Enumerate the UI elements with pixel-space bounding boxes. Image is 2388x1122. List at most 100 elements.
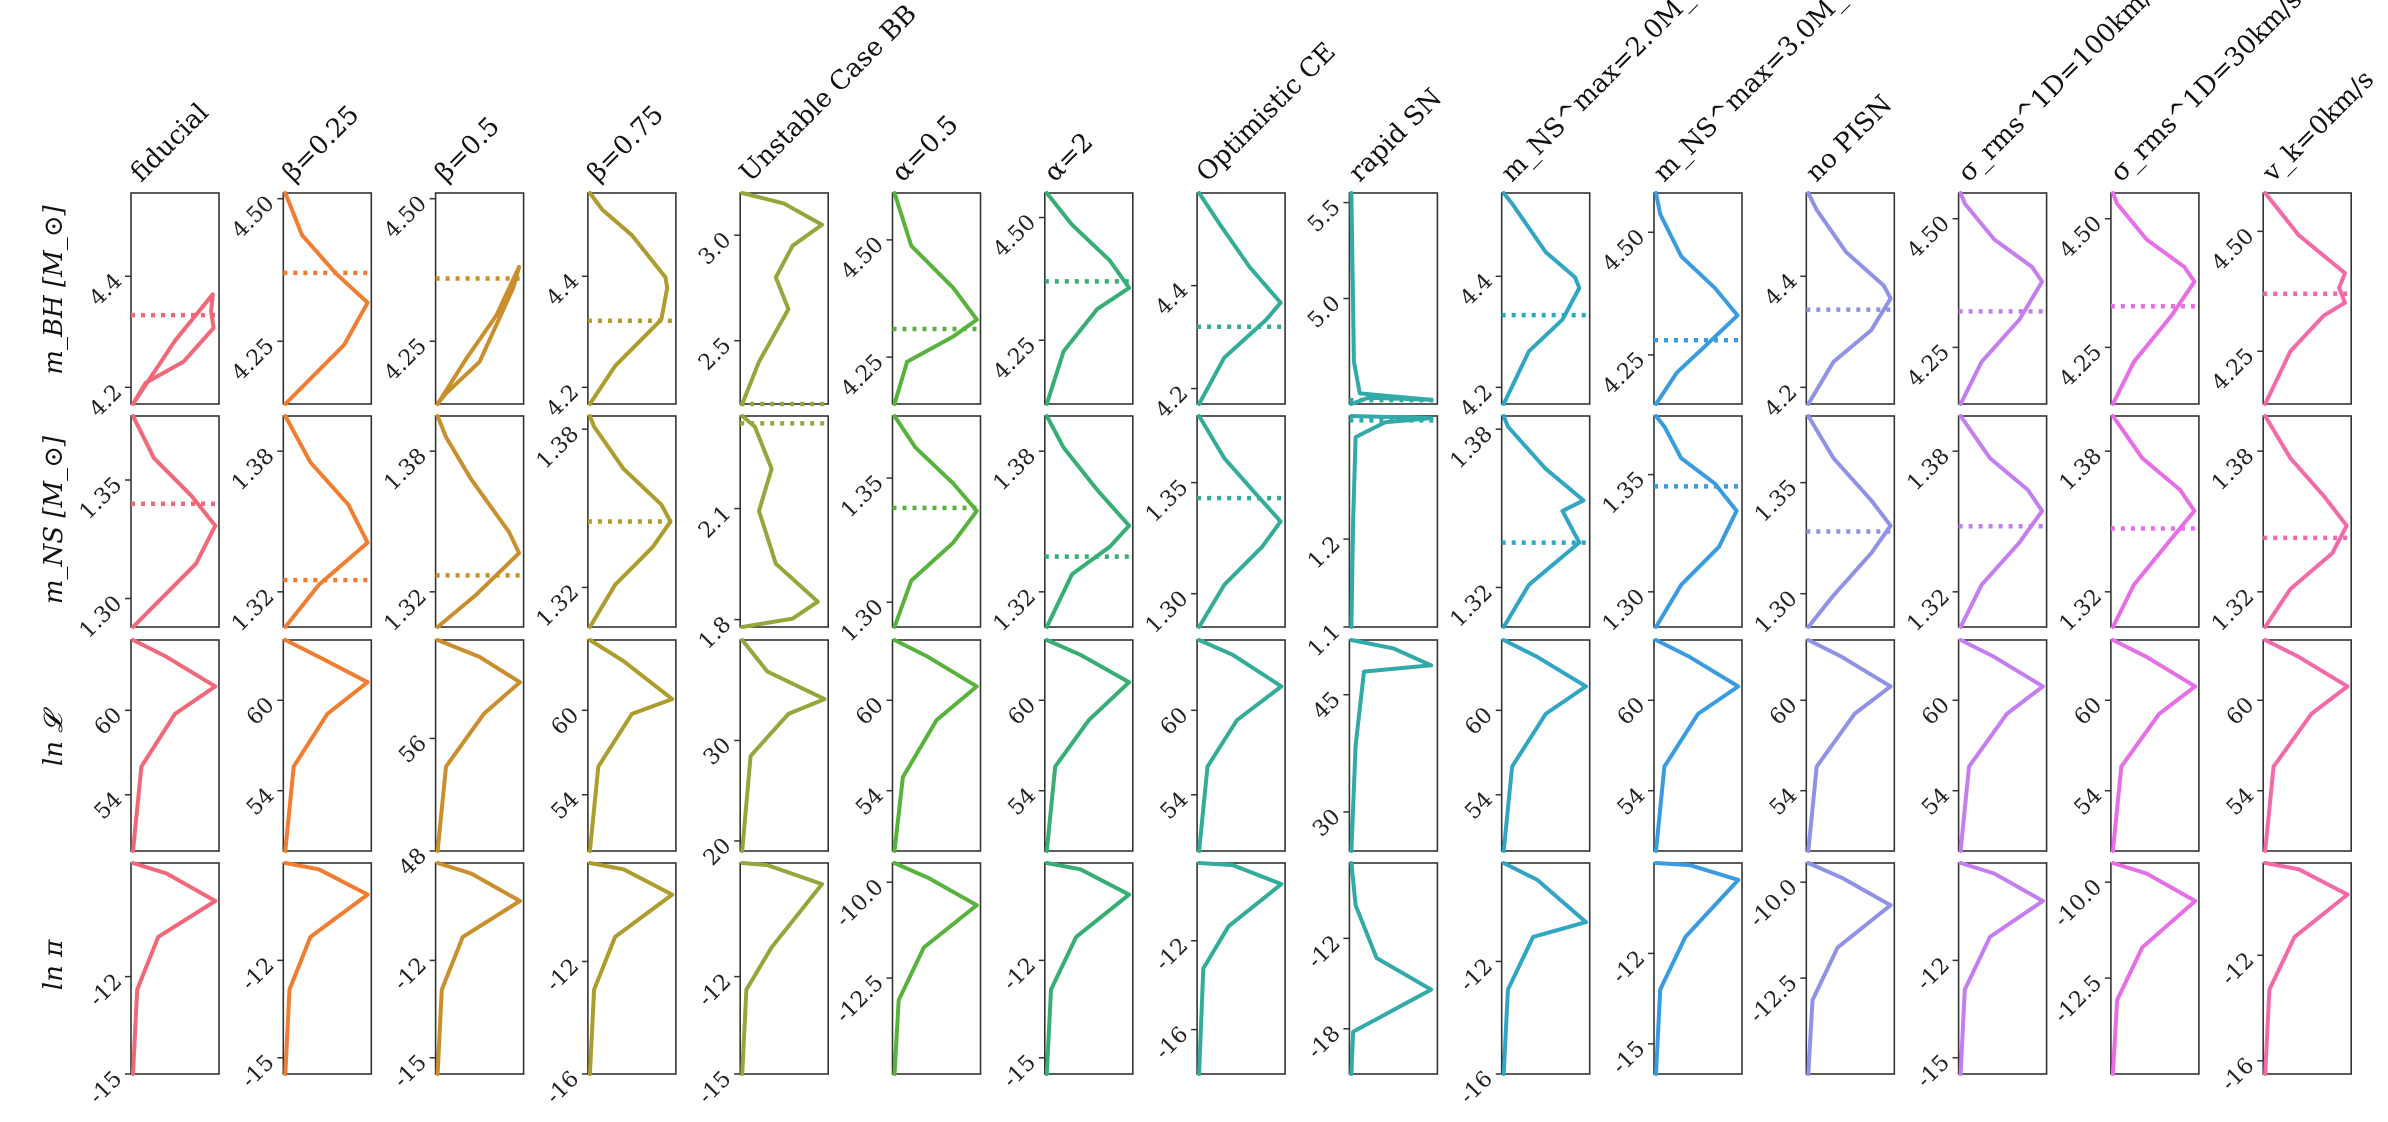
y-tick-label: 1.30 (1750, 586, 1802, 638)
density-curve (1958, 638, 2045, 853)
density-curve (2263, 638, 2350, 853)
density-curve (2110, 414, 2197, 629)
y-tick-label: 60 (1004, 693, 1041, 730)
panel-frame (1500, 192, 1591, 405)
column-title: β=0.75 (582, 100, 670, 188)
panel-frame (891, 415, 982, 628)
y-tick-label: 56 (394, 731, 431, 768)
panel-frame (587, 192, 677, 405)
panel-frame (1196, 415, 1286, 628)
panel-lnL: 54 60 (2070, 638, 2200, 853)
y-tick-label: 4.50 (380, 191, 432, 243)
panel-frame (2110, 639, 2200, 852)
panel-lnL: 54 60 (1156, 638, 1286, 853)
y-tick-label: -10.0 (2050, 875, 2108, 933)
panel-frame (587, 862, 677, 1075)
y-tick-label: 1.30 (1598, 584, 1650, 636)
panel-frame (1196, 639, 1286, 852)
panel-frame (1196, 192, 1286, 405)
column-title: β=0.25 (277, 100, 365, 188)
y-tick-label: 1.32 (2055, 584, 2107, 636)
density-curve (1958, 861, 2045, 1076)
y-tick-label: 4.25 (836, 350, 888, 402)
panel-lnL: 54 60 (851, 638, 982, 853)
y-tick-label: 1.30 (836, 595, 888, 647)
column-title: β=0.5 (429, 111, 505, 187)
y-tick-label: 4.2 (1456, 380, 1498, 422)
y-tick-label: -12 (1608, 946, 1651, 989)
panel-frame (587, 639, 677, 852)
panel-frame (434, 862, 525, 1075)
panel-m_BH: 2.5 3.0 (694, 191, 830, 407)
panel-m_NS: 1.32 1.38 (1446, 414, 1591, 632)
column-title: rapid SN (1343, 83, 1448, 188)
y-tick-label: -15 (237, 1050, 280, 1093)
density-curve (1654, 638, 1741, 853)
row-label-lnL: ln 𝓛 (39, 707, 69, 766)
panel-m_NS: 1.32 1.38 (989, 414, 1134, 637)
y-tick-label: -12 (1455, 954, 1498, 997)
y-tick-label: 54 (1765, 783, 1802, 820)
y-tick-label: 30 (1308, 804, 1345, 841)
density-curve (892, 191, 979, 406)
panel-frame (1653, 639, 1743, 852)
y-tick-label: 54 (1917, 783, 1954, 820)
y-tick-label: 4.4 (1760, 269, 1802, 311)
density-curve (740, 414, 820, 629)
y-tick-label: -12 (1912, 953, 1955, 996)
panel-frame (434, 639, 525, 852)
panels: 4.2 4.4 1.30 1.35 54 60 -15 -12 4.25 4.50 1.32 1.38… (75, 191, 2352, 1110)
panel-lnpi: -15 -12 (85, 861, 220, 1109)
panel-frame (1653, 862, 1743, 1075)
density-curve (2110, 191, 2197, 406)
density-curve (2263, 861, 2350, 1076)
panel-frame (130, 639, 220, 852)
y-tick-label: 1.32 (1903, 584, 1955, 636)
y-tick-label: 1.38 (1903, 444, 1955, 496)
density-curve (1044, 414, 1132, 629)
y-tick-label: 54 (1004, 783, 1041, 820)
y-tick-label: 4.4 (542, 269, 584, 311)
panel-frame (2110, 192, 2200, 405)
panel-m_BH: 4.25 4.50 (989, 191, 1134, 406)
y-tick-label: 4.50 (836, 232, 888, 284)
panel-m_BH: 4.2 4.4 (1760, 191, 1896, 422)
density-curve (1349, 638, 1434, 853)
panel-m_BH: 4.2 4.4 (1151, 191, 1286, 424)
y-tick-label: 60 (547, 703, 584, 740)
row-label-m_NS: m_NS [M_⊙] (39, 435, 69, 604)
density-curve (1806, 191, 1893, 406)
density-curve (740, 861, 824, 1076)
y-tick-label: 60 (1156, 703, 1193, 740)
density-curve (1654, 414, 1739, 629)
y-tick-label: 30 (699, 733, 736, 770)
y-tick-label: 1.35 (75, 473, 127, 525)
y-tick-label: 60 (1613, 693, 1650, 730)
panel-m_BH: 4.25 4.50 (2055, 191, 2200, 406)
y-tick-label: 1.35 (1750, 475, 1802, 527)
panel-lnL: 48 56 (394, 638, 525, 881)
panel-frame (130, 862, 220, 1075)
panel-m_NS: 1.30 1.35 (836, 414, 982, 647)
density-curve (2263, 414, 2349, 629)
panel-lnpi: -15 -12 (1912, 861, 2048, 1093)
density-curve (1958, 191, 2045, 406)
y-tick-label: 60 (1765, 693, 1802, 730)
column-title: no PISN (1800, 90, 1898, 188)
panel-lnpi: -16 -12 (541, 861, 677, 1109)
density-curve (283, 414, 370, 629)
panel-m_BH: 4.25 4.50 (836, 191, 982, 406)
density-curve (131, 861, 218, 1076)
y-tick-label: -15 (694, 1067, 737, 1110)
row-labels: m_BH [M_⊙] m_NS [M_⊙]ln 𝓛 ln π (39, 204, 69, 990)
y-tick-label: 3.0 (694, 228, 736, 270)
y-tick-label: 1.2 (1303, 532, 1345, 574)
density-curve (2263, 191, 2347, 406)
density-curve (1806, 414, 1893, 629)
y-tick-label: -15 (998, 1050, 1041, 1093)
panel-m_BH: 4.2 4.4 (542, 191, 677, 422)
y-tick-label: 1.38 (227, 444, 279, 496)
y-tick-label: 4.25 (380, 334, 432, 386)
density-curve (131, 638, 218, 853)
